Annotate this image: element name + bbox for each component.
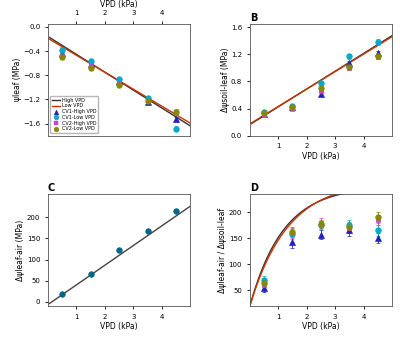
Y-axis label: ψleaf (MPa): ψleaf (MPa) [13, 58, 22, 101]
Legend: High VPD, Low VPD, CV1-High VPD, CV1-Low VPD, CV2-High VPD, CV2-Low VPD: High VPD, Low VPD, CV1-High VPD, CV1-Low… [50, 96, 98, 133]
X-axis label: VPD (kPa): VPD (kPa) [100, 322, 138, 332]
Text: C: C [48, 183, 55, 193]
Text: B: B [250, 13, 257, 23]
X-axis label: VPD (kPa): VPD (kPa) [302, 322, 340, 332]
Y-axis label: Δψleaf-air / Δψsoil-leaf: Δψleaf-air / Δψsoil-leaf [218, 207, 227, 293]
Y-axis label: Δψsoil-leaf (MPa): Δψsoil-leaf (MPa) [220, 48, 230, 112]
Y-axis label: Δψleaf-air (MPa): Δψleaf-air (MPa) [16, 219, 26, 280]
Text: D: D [250, 183, 258, 193]
X-axis label: VPD (kPa): VPD (kPa) [100, 0, 138, 10]
X-axis label: VPD (kPa): VPD (kPa) [302, 152, 340, 161]
